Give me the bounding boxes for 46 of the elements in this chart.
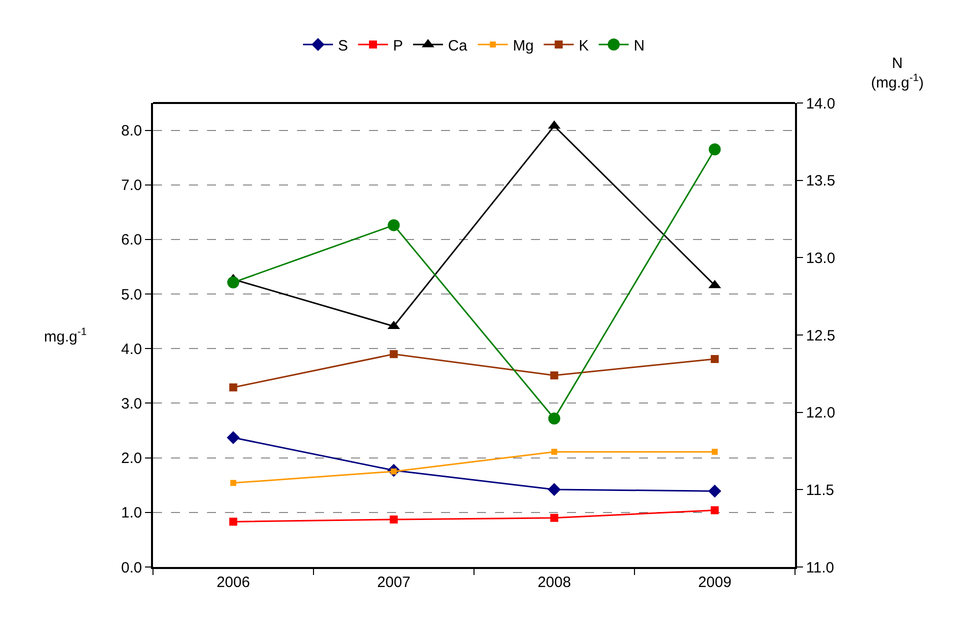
x-tick-label: 2009 [698,574,732,591]
point [548,412,560,425]
y2-tick-label: 11.0 [806,559,834,576]
y-tick-label: 0.0 [121,559,142,576]
x-tick-label: 2008 [538,574,571,591]
y-tick-label: 1.0 [121,504,142,522]
x-tick-label: 2007 [377,574,410,591]
y2-tick-label: 13.0 [806,250,836,267]
y2-tick-label: 12.5 [806,327,836,344]
point [230,480,236,486]
point [710,506,719,514]
y-tick-label: 3.0 [121,395,142,412]
point [712,448,718,455]
legend-label: N [634,37,645,54]
point [550,371,558,380]
point [708,143,721,156]
x-tick-label: 2006 [216,574,250,591]
legend-label: K [578,37,589,54]
point [390,516,398,524]
legend-label: Ca [448,37,468,54]
point [550,514,558,522]
legend-label: S [338,37,348,54]
y2-tick-label: 12.0 [806,404,836,422]
y-axis-title: mg.g$^{-1}$ [44,326,87,346]
y2-tick-label: 11.5 [806,482,834,499]
point [390,350,398,358]
y-tick-label: 2.0 [121,450,142,468]
y2-tick-label: 13.5 [806,172,836,190]
y-tick-label: 6.0 [121,232,142,249]
point [551,448,558,455]
y-tick-label: 5.0 [121,286,142,304]
y2-axis-title: N (mg.g$^{-1}$) [871,55,924,92]
y-tick-label: 8.0 [121,122,142,140]
point [227,276,240,288]
point [708,484,722,498]
legend-label: Mg [512,37,534,54]
point [229,518,238,526]
point [226,431,240,444]
point [548,482,561,496]
y-tick-label: 7.0 [121,177,142,194]
y2-tick-label: 14.0 [806,95,836,112]
y-tick-label: 4.0 [121,340,142,358]
point [229,383,238,392]
point [710,355,719,364]
legend-label: P [393,37,404,54]
point [388,219,400,232]
